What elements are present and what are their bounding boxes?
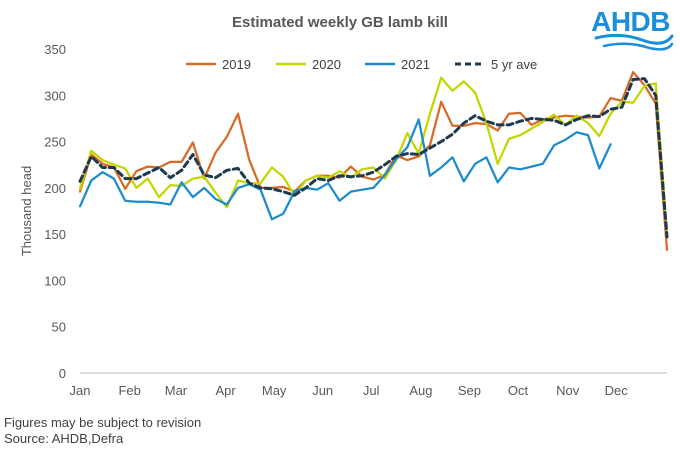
y-tick-label: 350 bbox=[44, 42, 66, 57]
y-tick-label: 150 bbox=[44, 227, 66, 242]
series-line-2021 bbox=[78, 118, 612, 221]
series-group bbox=[78, 70, 669, 252]
x-tick-label: Aug bbox=[409, 383, 432, 398]
x-tick-label: Apr bbox=[216, 383, 237, 398]
chart-title: Estimated weekly GB lamb kill bbox=[232, 14, 448, 31]
y-tick-label: 100 bbox=[44, 273, 66, 288]
x-tick-label: Jan bbox=[70, 383, 91, 398]
x-axis: Jan Feb Mar Apr May Jun Jul Aug Sep Oct Nov Dec bbox=[70, 372, 667, 398]
legend-label: 2020 bbox=[312, 57, 341, 72]
x-tick-label: Nov bbox=[556, 383, 580, 398]
x-tick-label: Mar bbox=[165, 383, 188, 398]
series-line-2020 bbox=[78, 76, 669, 236]
y-axis-label: Thousand head bbox=[19, 166, 34, 256]
x-tick-label: Feb bbox=[118, 383, 140, 398]
chart-legend: 2019 2020 2021 5 yr ave bbox=[186, 57, 537, 72]
logo-wave-top bbox=[594, 33, 674, 45]
legend-label: 5 yr ave bbox=[491, 57, 537, 72]
y-tick-label: 200 bbox=[44, 181, 66, 196]
x-tick-label: May bbox=[262, 383, 287, 398]
y-tick-label: 0 bbox=[59, 366, 66, 381]
x-tick-label: Oct bbox=[508, 383, 529, 398]
legend-label: 2021 bbox=[401, 57, 430, 72]
series-line-5-yr-ave bbox=[78, 77, 669, 239]
logo-text: AHDB bbox=[591, 6, 670, 37]
y-tick-label: 50 bbox=[52, 320, 66, 335]
series-line-2019 bbox=[78, 70, 669, 252]
x-tick-label: Dec bbox=[605, 383, 629, 398]
ahdb-logo: AHDB bbox=[591, 6, 674, 51]
legend-label: 2019 bbox=[222, 57, 251, 72]
logo-wave-bottom bbox=[602, 42, 674, 51]
x-tick-label: Jun bbox=[312, 383, 333, 398]
revision-note: Figures may be subject to revision bbox=[4, 415, 202, 430]
y-tick-label: 300 bbox=[44, 88, 66, 103]
x-tick-label: Sep bbox=[458, 383, 481, 398]
x-tick-label: Jul bbox=[363, 383, 380, 398]
y-axis: 0 50 100 150 200 250 300 350 bbox=[44, 42, 66, 381]
source-note: Source: AHDB,Defra bbox=[4, 431, 124, 446]
y-tick-label: 250 bbox=[44, 135, 66, 150]
